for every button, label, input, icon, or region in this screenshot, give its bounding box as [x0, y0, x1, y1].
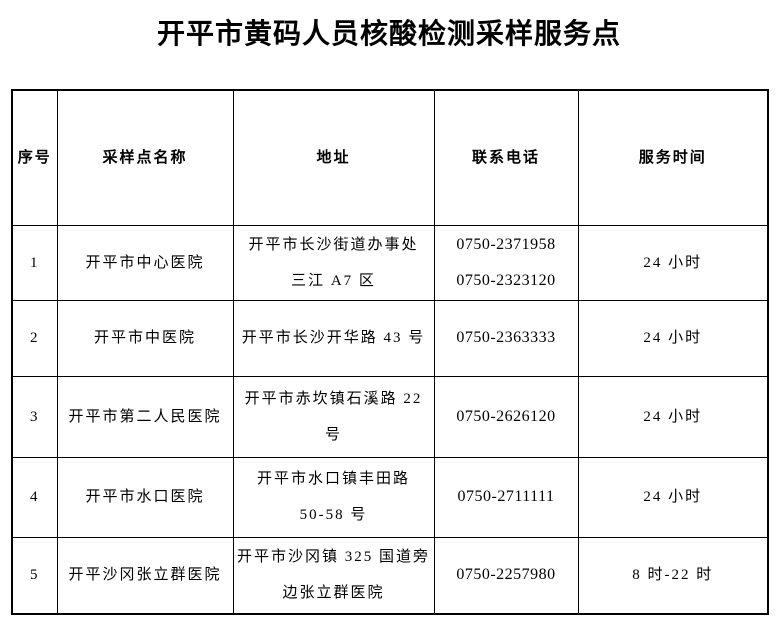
table-row: 3 开平市第二人民医院 开平市赤坎镇石溪路 22 号 0750-2626120 …: [11, 375, 769, 458]
serial-number-cell: 3: [11, 375, 58, 458]
service-hours-cell: 24 小时: [577, 224, 769, 301]
service-hours-cell: 24 小时: [577, 375, 769, 458]
phone-cell: 0750-2257980: [433, 536, 579, 615]
table-row: 4 开平市水口医院 开平市水口镇丰田路 50-58 号 0750-2711111…: [11, 456, 769, 538]
phone-cell: 0750-2626120: [433, 375, 579, 458]
table-header-row: 序号 采样点名称 地址 联系电话 服务时间: [11, 89, 769, 226]
header-phone: 联系电话: [433, 89, 579, 226]
phone-cell: 0750-2363333: [433, 299, 579, 377]
service-hours-cell: 24 小时: [577, 456, 769, 538]
table-row: 5 开平沙冈张立群医院 开平市沙冈镇 325 国道旁 边张立群医院 0750-2…: [11, 536, 769, 615]
service-hours-cell: 24 小时: [577, 299, 769, 377]
site-name-cell: 开平市中医院: [56, 299, 234, 377]
site-name-cell: 开平市中心医院: [56, 224, 234, 301]
address-cell: 开平市长沙街道办事处 三江 A7 区: [232, 224, 435, 301]
table-row: 2 开平市中医院 开平市长沙开华路 43 号 0750-2363333 24 小…: [11, 299, 769, 377]
serial-number-cell: 5: [11, 536, 58, 615]
phone-cell: 0750-2371958 0750-2323120: [433, 224, 579, 301]
sampling-sites-table: 序号 采样点名称 地址 联系电话 服务时间 1 开平市中心医院 开平市长沙街道办…: [11, 89, 769, 615]
table-row: 1 开平市中心医院 开平市长沙街道办事处 三江 A7 区 0750-237195…: [11, 224, 769, 301]
site-name-cell: 开平市第二人民医院: [56, 375, 234, 458]
address-cell: 开平市水口镇丰田路 50-58 号: [232, 456, 435, 538]
header-service-hours: 服务时间: [577, 89, 769, 226]
header-address: 地址: [232, 89, 435, 226]
address-cell: 开平市赤坎镇石溪路 22 号: [232, 375, 435, 458]
serial-number-cell: 4: [11, 456, 58, 538]
header-site-name: 采样点名称: [56, 89, 234, 226]
site-name-cell: 开平市水口医院: [56, 456, 234, 538]
phone-cell: 0750-2711111: [433, 456, 579, 538]
page-title: 开平市黄码人员核酸检测采样服务点: [156, 19, 621, 50]
serial-number-cell: 2: [11, 299, 58, 377]
site-name-cell: 开平沙冈张立群医院: [56, 536, 234, 615]
header-serial-number: 序号: [11, 89, 58, 226]
serial-number-cell: 1: [11, 224, 58, 301]
address-cell: 开平市长沙开华路 43 号: [232, 299, 435, 377]
service-hours-cell: 8 时-22 时: [577, 536, 769, 615]
address-cell: 开平市沙冈镇 325 国道旁 边张立群医院: [232, 536, 435, 615]
